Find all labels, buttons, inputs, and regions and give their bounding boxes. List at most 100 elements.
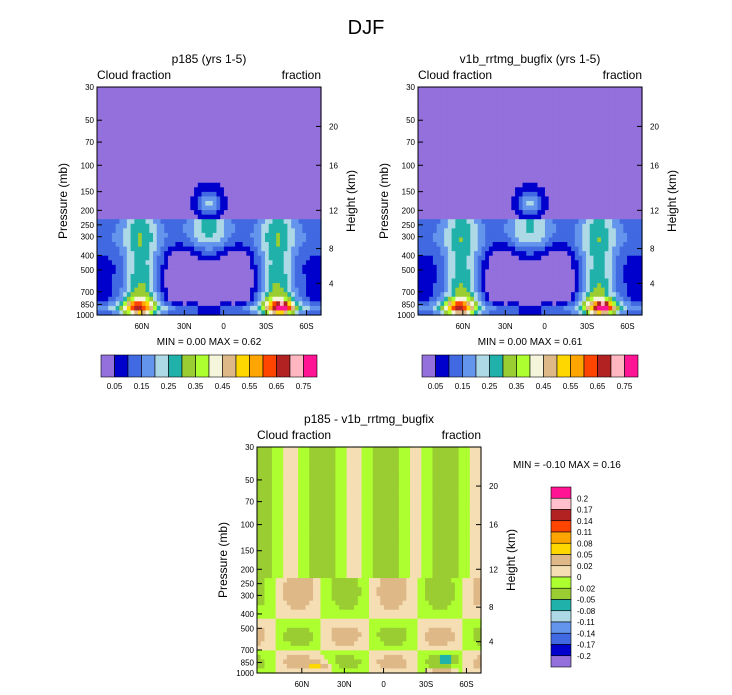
heatmap-cell (451, 169, 456, 175)
heatmap-cell (141, 260, 147, 266)
heatmap-cell (466, 132, 471, 138)
heatmap-cell (317, 201, 322, 207)
heatmap-cell (548, 155, 553, 161)
heatmap-cell (167, 214, 173, 220)
heatmap-cell (604, 96, 609, 102)
heatmap-cell (500, 91, 505, 97)
heatmap-cell (272, 205, 277, 211)
heatmap-cell (186, 301, 191, 307)
heatmap-cell (145, 201, 150, 207)
heatmap-cell (500, 196, 505, 202)
heatmap-cell (447, 223, 453, 229)
heatmap-cell (160, 96, 165, 102)
heatmap-cell (317, 164, 322, 170)
heatmap-cell (130, 169, 135, 175)
heatmap-cell (160, 278, 165, 284)
heatmap-cell (466, 169, 471, 175)
heatmap-cell (167, 164, 173, 170)
heatmap-cell (511, 210, 516, 216)
heatmap-cell (429, 150, 434, 156)
heatmap-cell (130, 137, 135, 143)
heatmap-cell (250, 91, 255, 97)
heatmap-cell (459, 173, 464, 179)
heatmap-cell (160, 105, 165, 111)
heatmap-cell (179, 100, 184, 106)
heatmap-cell (291, 255, 296, 261)
heatmap-cell (481, 159, 486, 166)
heatmap-cell (231, 283, 236, 289)
heatmap-cell (126, 100, 132, 106)
heatmap-cell (567, 182, 572, 188)
heatmap-cell (298, 118, 303, 125)
heatmap-cell (272, 210, 277, 216)
heatmap-cell (123, 105, 128, 111)
heatmap-cell (216, 310, 221, 316)
heatmap-cell (160, 178, 165, 184)
heatmap-cell (167, 292, 173, 298)
heatmap-cell (627, 191, 632, 198)
heatmap-cell (272, 109, 277, 115)
heatmap-cell (429, 178, 434, 184)
heatmap-cell (138, 269, 143, 275)
heatmap-cell (97, 264, 102, 270)
heatmap-cell (104, 283, 109, 289)
heatmap-cell (182, 169, 188, 175)
heatmap-cell (130, 201, 135, 207)
heatmap-cell (197, 114, 203, 120)
heatmap-cell (574, 155, 580, 161)
heatmap-cell (298, 91, 303, 97)
heatmap-cell (145, 87, 150, 93)
heatmap-cell (238, 150, 244, 156)
heatmap-cell (108, 105, 113, 111)
heatmap-cell (515, 96, 520, 102)
heatmap-cell (541, 141, 546, 147)
heatmap-cell (145, 114, 150, 120)
heatmap-cell (235, 214, 240, 220)
heatmap-cell (477, 105, 483, 111)
heatmap-cell (115, 178, 120, 184)
heatmap-cell (250, 301, 255, 307)
heatmap-cell (97, 169, 102, 175)
heatmap-cell (223, 182, 229, 188)
heatmap-cell (455, 169, 460, 175)
heatmap-cell (246, 269, 251, 275)
heatmap-cell (126, 296, 132, 302)
heatmap-cell (126, 173, 132, 179)
heatmap-cell (153, 292, 158, 298)
heatmap-cell (190, 182, 195, 188)
heatmap-cell (216, 269, 221, 275)
heatmap-cell (212, 159, 218, 166)
colorbar-label: 0.65 (269, 382, 285, 391)
heatmap-cell (518, 87, 524, 93)
heatmap-cell (246, 187, 251, 193)
heatmap-cell (634, 150, 639, 156)
heatmap-cell (518, 96, 524, 102)
heatmap-cell (287, 278, 292, 284)
heatmap-cell (593, 191, 598, 198)
heatmap-cell (507, 169, 512, 175)
heatmap-cell (141, 155, 147, 161)
heatmap-cell (563, 164, 568, 170)
heatmap-cell (485, 141, 490, 147)
heatmap-cell (223, 155, 229, 161)
heatmap-cell (216, 96, 221, 102)
y-tick-label: 500 (81, 266, 95, 275)
heatmap-cell (238, 232, 244, 239)
heatmap-cell (571, 169, 576, 175)
heatmap-cell (119, 251, 124, 257)
heatmap-cell (186, 164, 191, 170)
heatmap-cell (223, 283, 229, 289)
heatmap-cell (268, 196, 274, 202)
heatmap-cell (186, 91, 191, 97)
heatmap-cell (634, 210, 639, 216)
heatmap-cell (477, 100, 483, 106)
heatmap-cell (182, 128, 188, 134)
heatmap-cell (429, 187, 434, 193)
heatmap-cell (533, 187, 539, 193)
heatmap-cell (227, 287, 232, 293)
heatmap-cell (231, 301, 236, 307)
heatmap-cell (212, 182, 218, 188)
heatmap-cell (604, 141, 609, 147)
heatmap-cell (474, 169, 479, 175)
heatmap-cell (134, 173, 139, 179)
